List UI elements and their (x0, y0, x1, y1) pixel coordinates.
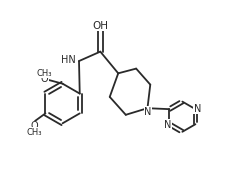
Text: CH₃: CH₃ (37, 69, 52, 78)
Text: O: O (41, 74, 48, 84)
Text: HN: HN (61, 55, 76, 65)
Text: OH: OH (92, 21, 108, 31)
Text: O: O (30, 121, 38, 131)
Text: N: N (194, 104, 201, 114)
Text: N: N (164, 120, 171, 130)
Text: N: N (144, 107, 152, 117)
Text: CH₃: CH₃ (26, 128, 42, 137)
